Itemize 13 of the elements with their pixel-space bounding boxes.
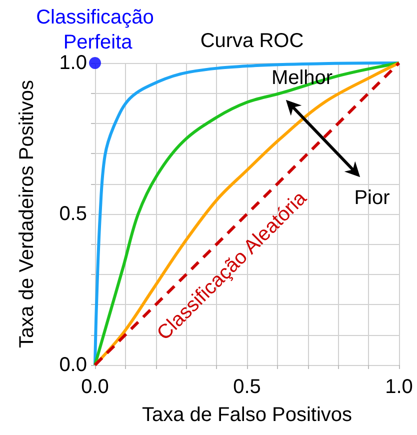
- y-tick-label: 0.0: [59, 354, 87, 376]
- y-tick-label: 1.0: [59, 52, 87, 74]
- chart-title: Curva ROC: [200, 30, 304, 52]
- x-tick-label: 0.5: [233, 376, 261, 398]
- annotation: Pior: [354, 187, 390, 209]
- x-tick-label: 0.0: [81, 376, 109, 398]
- x-tick-label: 1.0: [385, 376, 413, 398]
- line-series: [94, 62, 400, 366]
- x-axis-title: Taxa de Falso Positivos: [142, 404, 352, 426]
- annotation: Melhor: [271, 67, 333, 89]
- annotation: Classificação Perfeita: [36, 6, 154, 54]
- y-tick-label: 0.5: [59, 203, 87, 225]
- y-axis-title: Taxa de Verdadeiros Positivos: [16, 80, 38, 348]
